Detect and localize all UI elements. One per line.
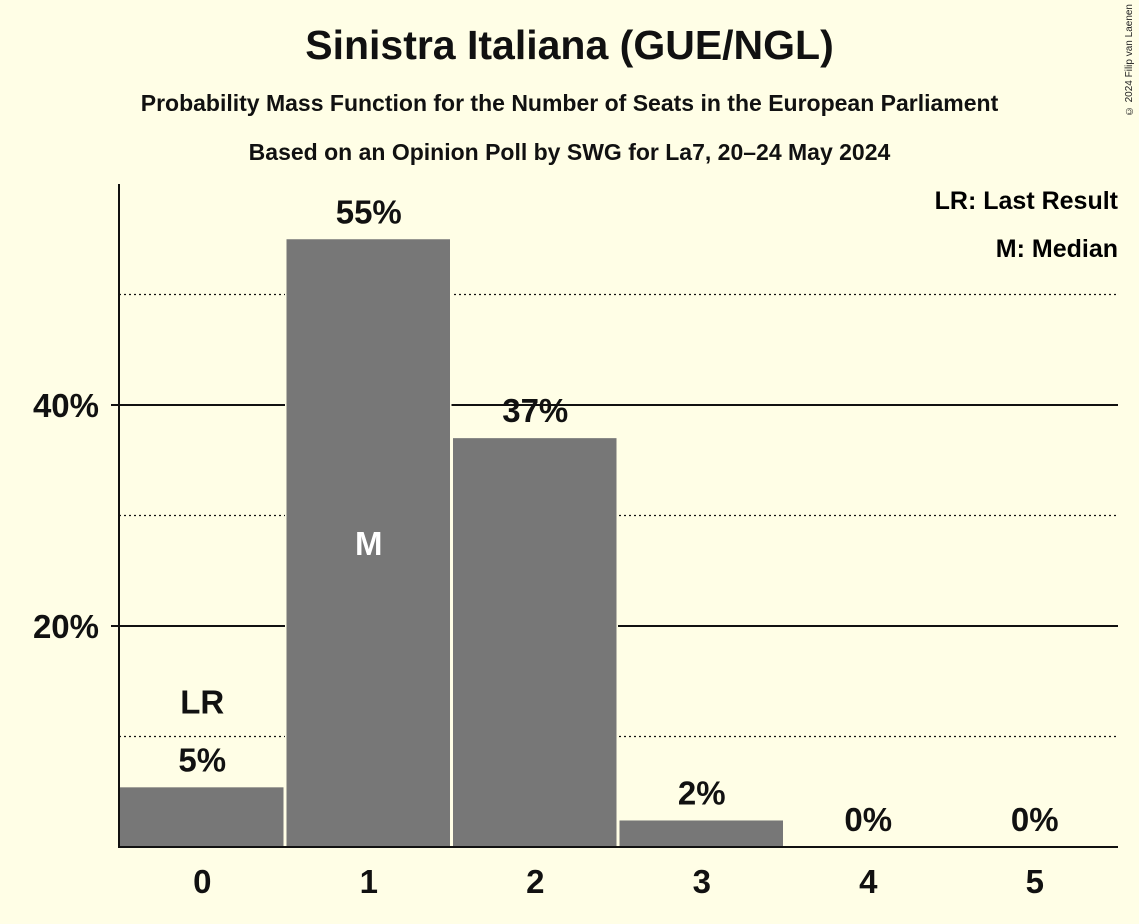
axes-layer: [118, 184, 1118, 848]
legend-last-result: LR: Last Result: [935, 187, 1119, 215]
chart-source-line: Based on an Opinion Poll by SWG for La7,…: [248, 139, 891, 165]
bar-seats-2: [453, 438, 617, 847]
bar-value-label: 2%: [678, 774, 726, 811]
bar-seats-3: [619, 820, 783, 847]
bar-seats-0: [120, 787, 284, 847]
bar-value-label: 55%: [336, 193, 402, 230]
bar-value-label: 37%: [502, 392, 568, 429]
median-marker: M: [355, 525, 383, 562]
bars-layer: [118, 238, 785, 847]
x-tick-label: 5: [1026, 863, 1044, 900]
legend-median: M: Median: [996, 235, 1118, 263]
x-tick-label: 4: [859, 863, 878, 900]
bar-value-label: 0%: [844, 801, 892, 838]
chart-title: Sinistra Italiana (GUE/NGL): [305, 22, 834, 68]
y-tick-label: 20%: [33, 608, 99, 645]
x-tick-label: 1: [360, 863, 378, 900]
bar-seats-1: [286, 239, 450, 847]
bar-value-label: 0%: [1011, 801, 1059, 838]
x-tick-label: 2: [526, 863, 544, 900]
chart-subtitle: Probability Mass Function for the Number…: [140, 90, 999, 116]
last-result-marker: LR: [180, 683, 224, 720]
y-tick-label: 40%: [33, 387, 99, 424]
bar-value-label: 5%: [178, 741, 226, 778]
x-tick-label: 3: [693, 863, 711, 900]
x-tick-label: 0: [193, 863, 211, 900]
